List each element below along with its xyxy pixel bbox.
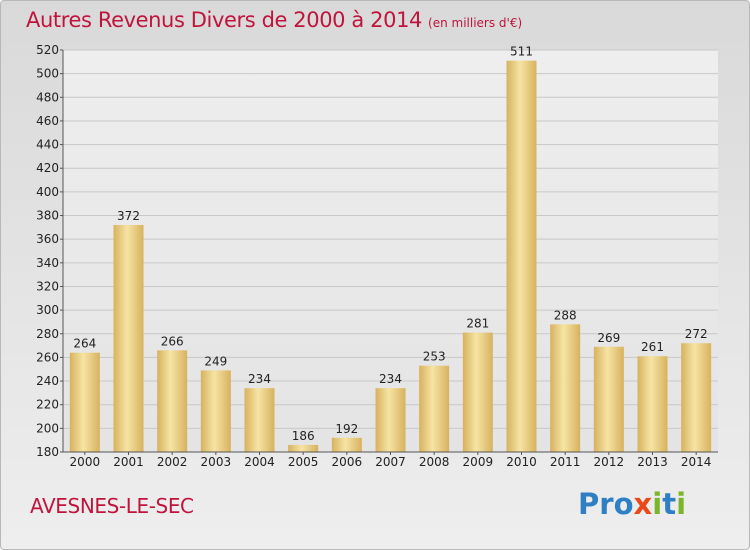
x-tick-label: 2001 — [113, 455, 144, 469]
data-label: 253 — [423, 350, 446, 364]
logo-letter: i — [652, 487, 663, 521]
y-tick-label: 360 — [36, 232, 59, 246]
y-tick-label: 380 — [36, 209, 59, 223]
y-tick-label: 480 — [36, 90, 59, 104]
bar-2001 — [113, 224, 144, 452]
y-tick-label: 260 — [36, 350, 59, 364]
data-label: 281 — [466, 317, 489, 331]
y-tick-label: 300 — [36, 303, 59, 317]
y-tick-label: 520 — [36, 43, 59, 57]
bar-2006 — [331, 437, 362, 452]
y-tick-label: 200 — [36, 421, 59, 435]
data-label: 372 — [117, 209, 140, 223]
x-tick-label: 2003 — [201, 455, 232, 469]
logo-letter: o — [613, 487, 634, 521]
data-label: 234 — [248, 372, 271, 386]
data-label: 266 — [161, 334, 184, 348]
y-tick-label: 240 — [36, 374, 59, 388]
data-label: 272 — [685, 327, 708, 341]
x-tick-label: 2008 — [419, 455, 450, 469]
bar-2011 — [550, 324, 581, 452]
logo-letter: x — [633, 487, 653, 521]
data-label: 192 — [335, 422, 358, 436]
title-unit: (en milliers d'€) — [428, 16, 523, 30]
x-tick-label: 2005 — [288, 455, 319, 469]
logo-letter: r — [599, 487, 614, 521]
data-labels: 264 372 266 249 234 186 192 234 253 281 511 288 269 2… — [73, 45, 707, 443]
bar-2012 — [593, 346, 624, 452]
y-tick-label: 340 — [36, 256, 59, 270]
proxiti-logo: Proxiti — [578, 487, 686, 521]
y-tick-label: 320 — [36, 279, 59, 293]
bar-2010 — [506, 60, 537, 453]
logo-letter: i — [676, 487, 687, 521]
x-tick-label: 2010 — [506, 455, 537, 469]
bar-2004 — [244, 388, 275, 452]
bar-2014 — [681, 343, 712, 452]
data-label: 186 — [292, 429, 315, 443]
data-label: 249 — [204, 354, 227, 368]
y-tick-label: 460 — [36, 114, 59, 128]
data-label: 264 — [73, 337, 96, 351]
data-label: 511 — [510, 45, 533, 59]
bar-2009 — [462, 332, 493, 452]
data-label: 269 — [597, 331, 620, 345]
bar-2005 — [288, 444, 319, 452]
y-tick-label: 220 — [36, 398, 59, 412]
x-tick-labels: 2000 2001 2002 2003 2004 2005 2006 2007 2008 2009… — [70, 455, 712, 469]
axes — [60, 49, 718, 455]
bars — [69, 60, 712, 453]
bar-2013 — [637, 356, 668, 452]
bar-2003 — [200, 370, 231, 452]
logo-letter: P — [578, 487, 600, 521]
place-name: AVESNES-LE-SEC — [30, 494, 194, 518]
y-tick-labels: 180 200 220 240 260 280 300 320 340 360 380 400 420 4… — [36, 43, 59, 459]
x-tick-label: 2002 — [157, 455, 188, 469]
y-tick-label: 420 — [36, 161, 59, 175]
logo-letter: t — [662, 487, 677, 521]
y-tick-label: 440 — [36, 138, 59, 152]
x-tick-label: 2009 — [463, 455, 494, 469]
x-tick-label: 2006 — [332, 455, 363, 469]
data-label: 288 — [554, 308, 577, 322]
bar-2002 — [157, 350, 188, 452]
bar-2000 — [69, 352, 100, 452]
x-tick-label: 2013 — [637, 455, 668, 469]
bar-2008 — [419, 365, 450, 452]
title-text: Autres Revenus Divers de 2000 à 2014 — [26, 8, 423, 32]
data-label: 234 — [379, 372, 402, 386]
x-tick-label: 2014 — [681, 455, 712, 469]
x-tick-label: 2000 — [70, 455, 101, 469]
y-tick-label: 180 — [36, 445, 59, 459]
data-label: 261 — [641, 340, 664, 354]
y-tick-label: 500 — [36, 67, 59, 81]
x-tick-label: 2011 — [550, 455, 581, 469]
y-tick-label: 400 — [36, 185, 59, 199]
y-tick-label: 280 — [36, 327, 59, 341]
x-tick-label: 2004 — [244, 455, 275, 469]
x-tick-label: 2012 — [594, 455, 625, 469]
x-tick-label: 2007 — [375, 455, 406, 469]
chart-title: Autres Revenus Divers de 2000 à 2014 (en … — [26, 8, 522, 32]
bar-2007 — [375, 388, 406, 452]
